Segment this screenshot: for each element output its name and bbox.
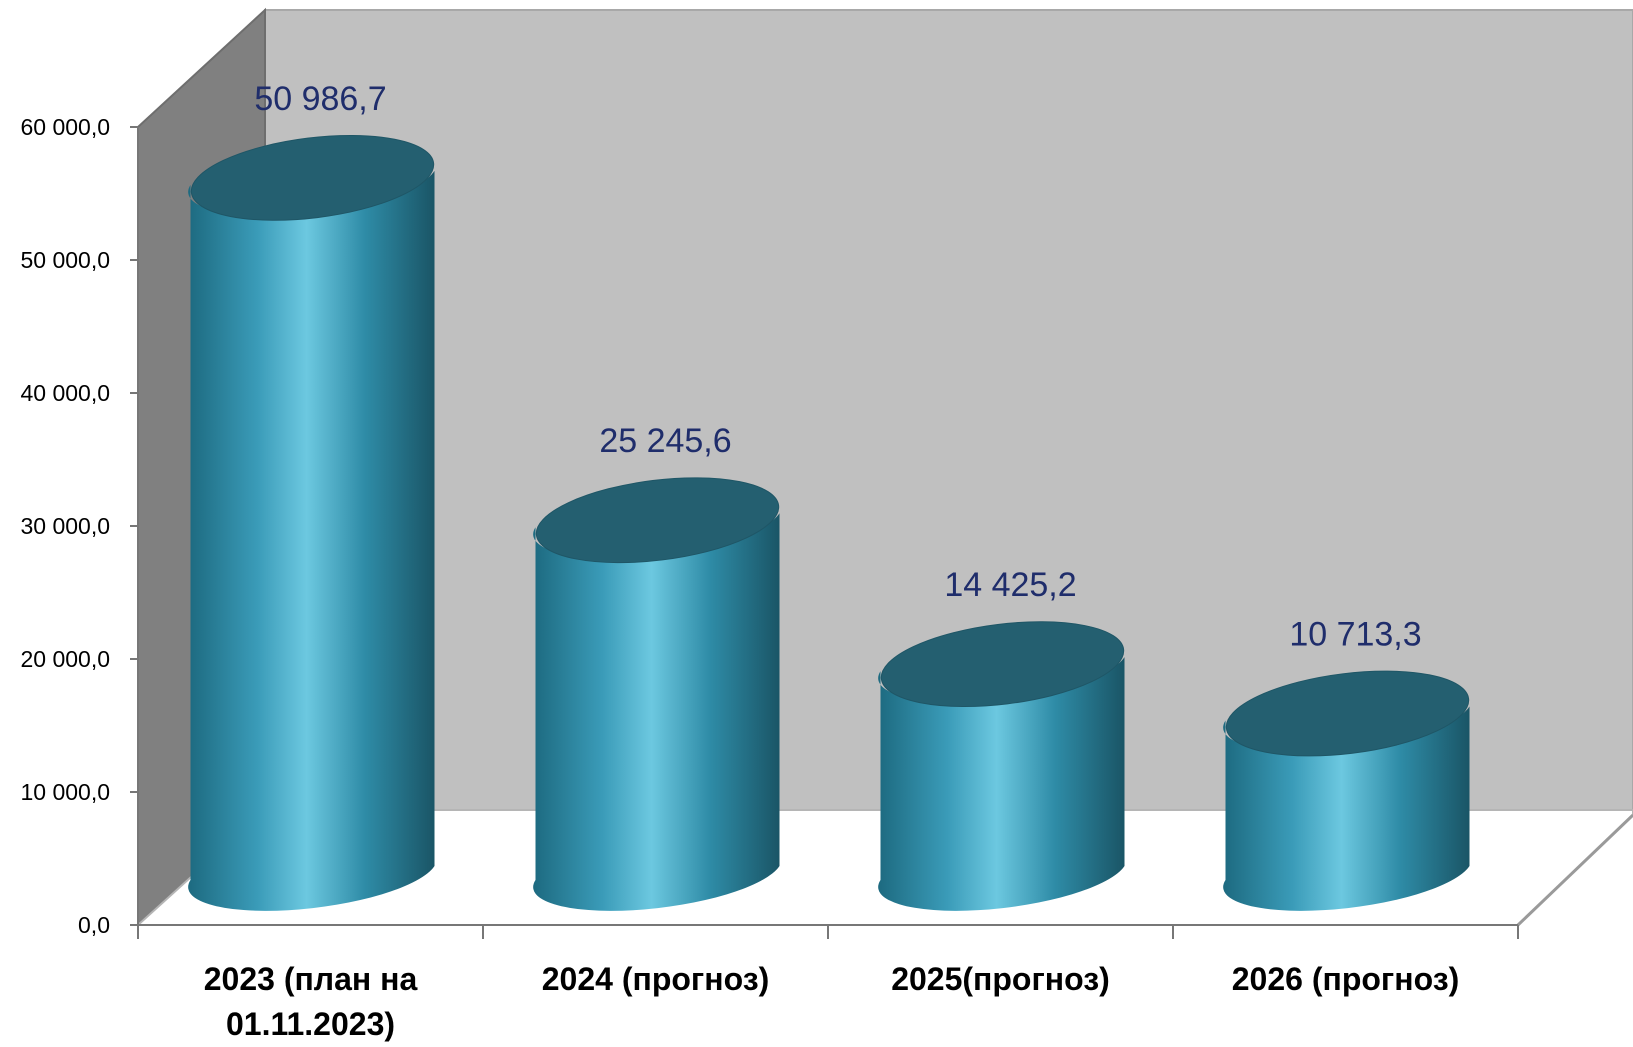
x-tick-label: 2026 (прогноз) (1232, 961, 1460, 997)
value-label: 10 713,3 (1289, 616, 1421, 654)
value-label: 14 425,2 (944, 566, 1076, 604)
cylinder-bar: 50 986,7 (188, 80, 435, 911)
cylinder-top (190, 134, 435, 221)
floor-edge (1516, 813, 1633, 927)
cylinder-top (535, 477, 780, 564)
x-tick-label: 01.11.2023) (226, 1006, 395, 1042)
y-tick-label: 0,0 (78, 912, 110, 938)
y-tick-label: 10 000,0 (20, 779, 110, 805)
value-label: 25 245,6 (599, 422, 731, 460)
cylinder-body (878, 657, 1125, 911)
x-axis-labels: 2023 (план на 01.11.2023) 2024 (прогноз) 20… (137, 925, 1519, 1042)
cylinder-bar: 14 425,2 (878, 566, 1125, 911)
x-tick-label: 2024 (прогноз) (542, 961, 770, 997)
x-tick-label: 2023 (план на (204, 961, 418, 997)
y-tick-label: 30 000,0 (20, 513, 110, 539)
value-label: 50 986,7 (254, 80, 386, 118)
cylinder-body (533, 513, 780, 911)
cylinder-bar: 10 713,3 (1223, 616, 1470, 911)
y-tick-label: 20 000,0 (20, 646, 110, 672)
x-tick-label: 2025(прогноз) (891, 961, 1110, 997)
cylinder-body (188, 170, 435, 911)
y-tick-label: 40 000,0 (20, 380, 110, 406)
cylinder-top (880, 621, 1125, 708)
cylinder-body (1223, 706, 1470, 911)
y-tick-label: 50 000,0 (20, 247, 110, 273)
y-tick-label: 60 000,0 (20, 114, 110, 140)
cylinder-bar: 25 245,6 (533, 422, 780, 911)
bars: 50 986,7 25 245,6 14 425,2 10 713,3 (188, 80, 1470, 911)
cylinder-top (1225, 670, 1470, 757)
